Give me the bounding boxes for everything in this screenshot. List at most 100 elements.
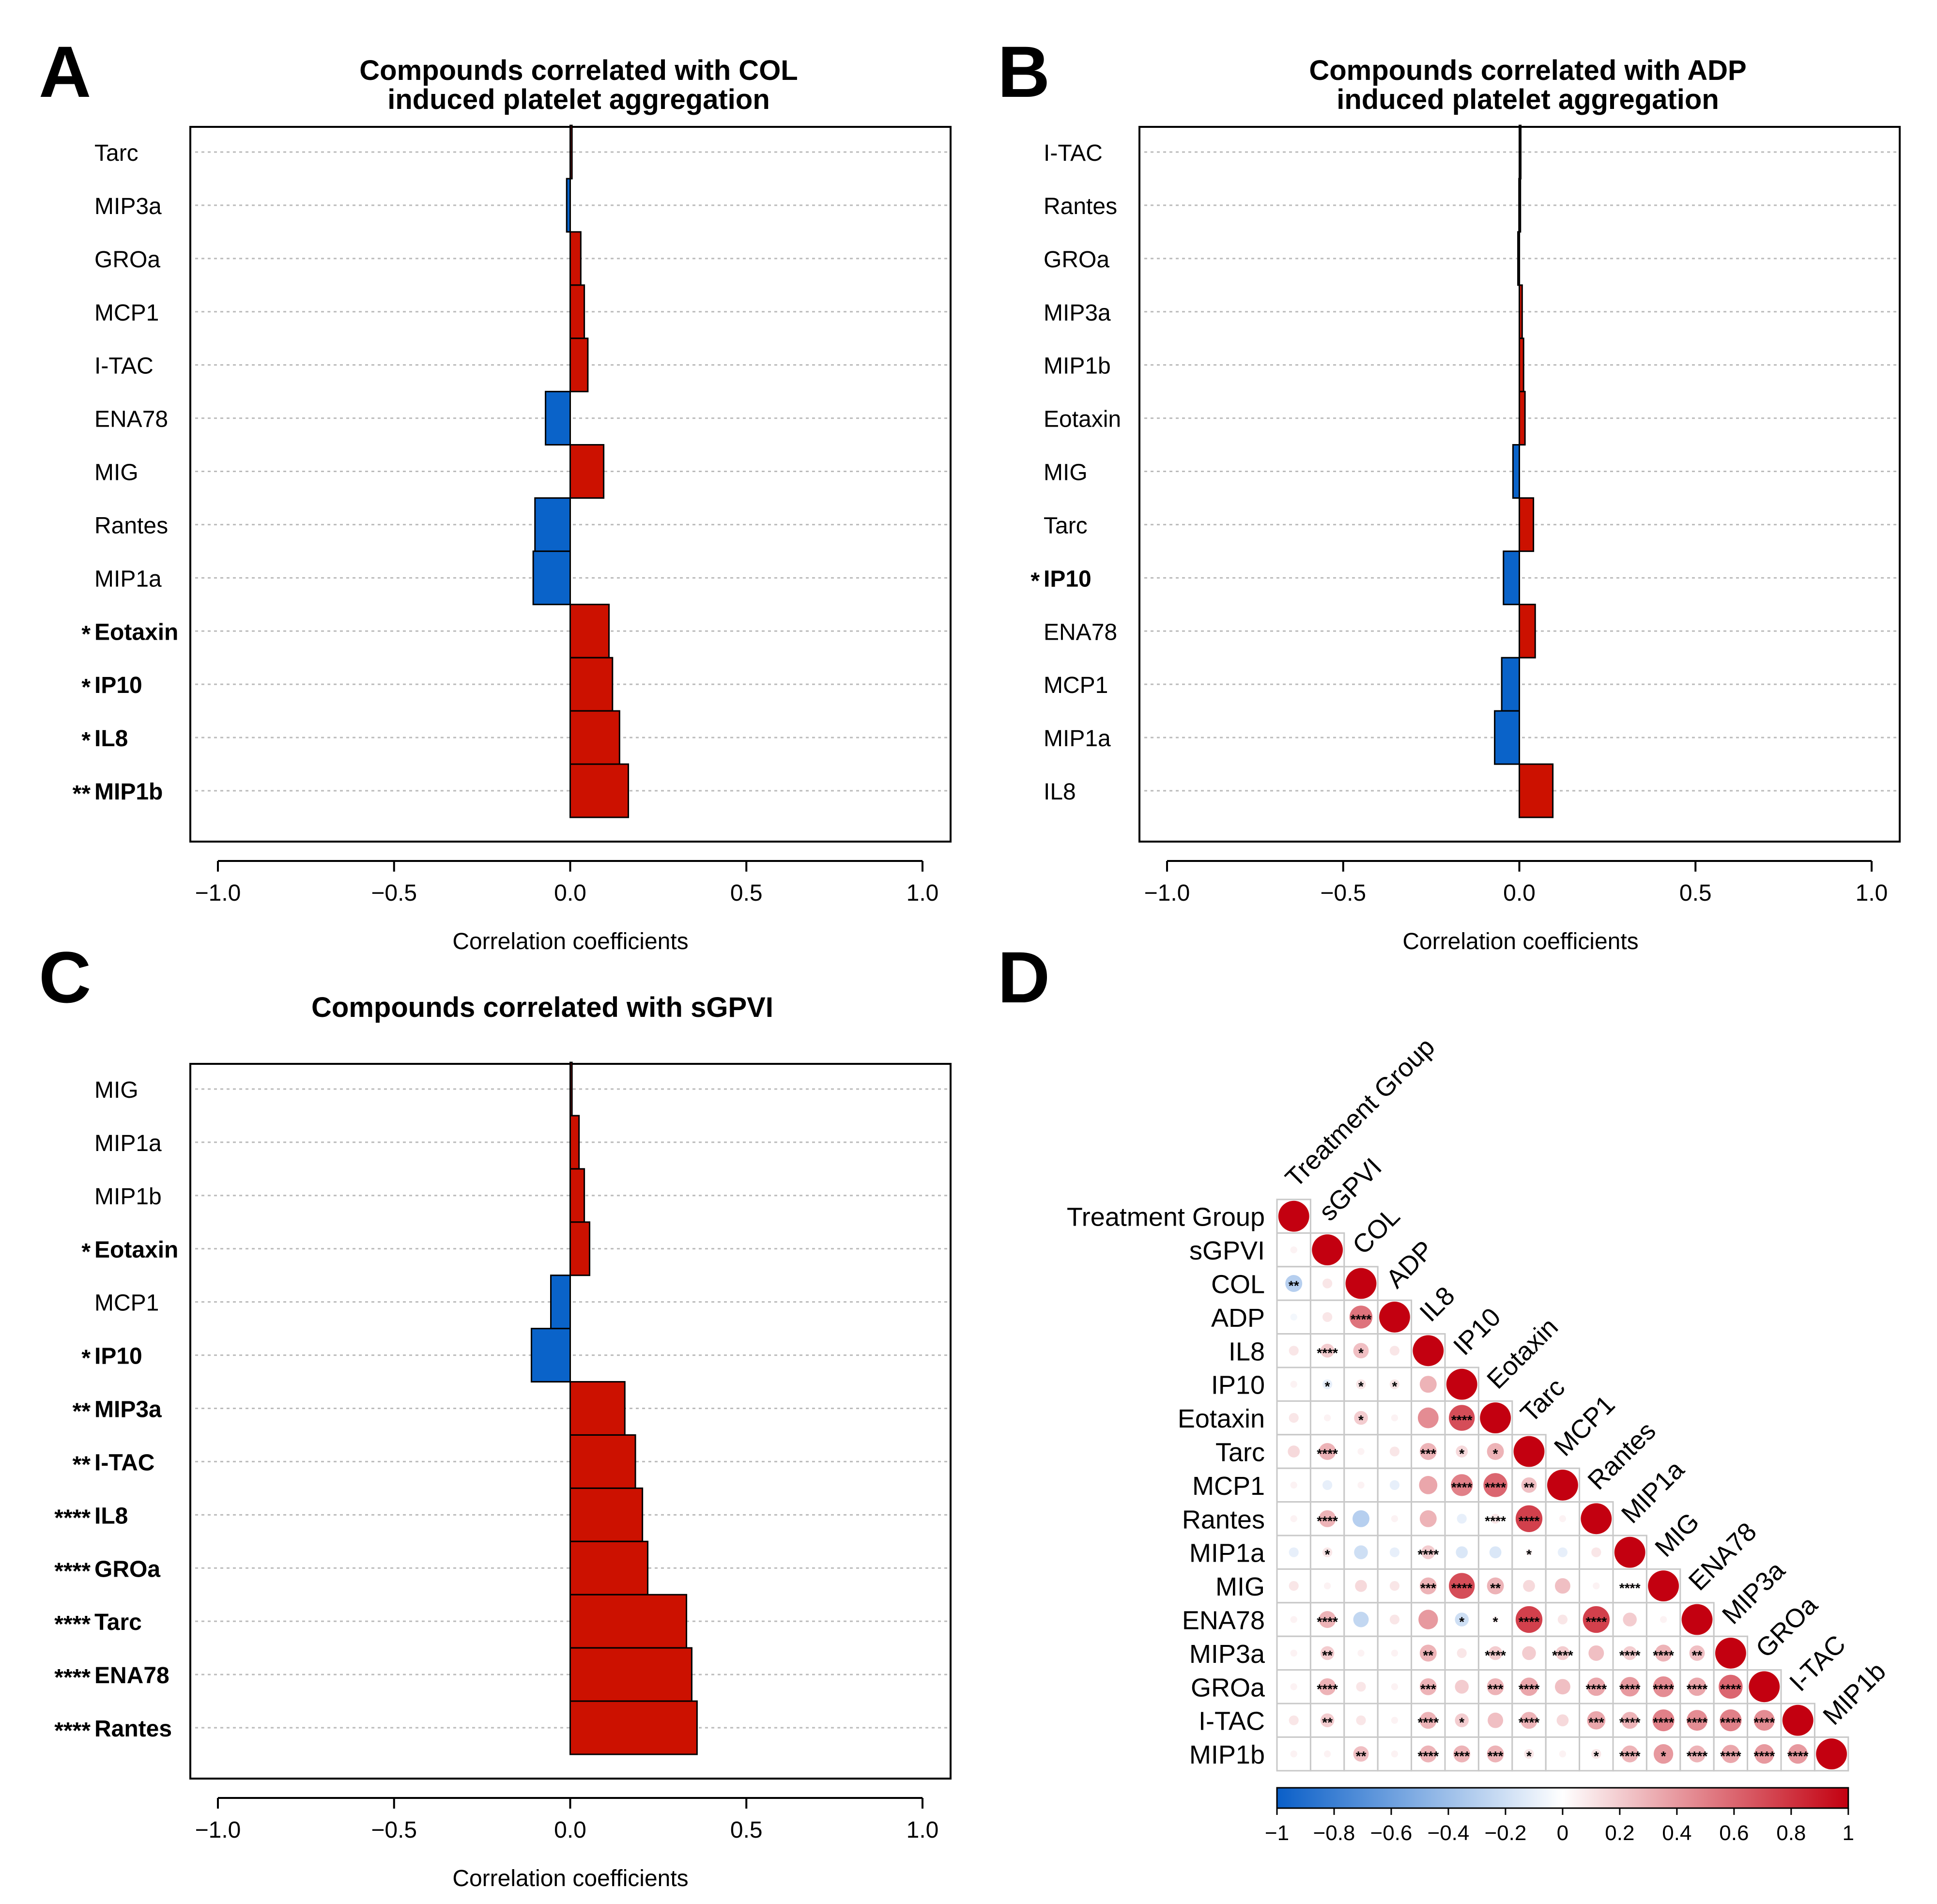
- panel-letter-d: D: [998, 937, 1050, 1018]
- matrix-significance: *: [1392, 1379, 1397, 1394]
- matrix-circle: [1289, 1581, 1299, 1591]
- matrix-circle: [1623, 1646, 1637, 1660]
- matrix-circle: [1614, 1536, 1645, 1568]
- panel-b-bar-mip3a: [1519, 284, 1523, 339]
- panel-c-bar-ip10: [530, 1328, 571, 1383]
- matrix-circle: [1557, 1547, 1568, 1557]
- matrix-circle: [1290, 1313, 1297, 1321]
- panel-a-bar-mip1b: [569, 763, 630, 818]
- panel-c-xlabel: Correlation coefficients: [452, 1866, 688, 1891]
- matrix-circle: [1288, 1445, 1300, 1458]
- matrix-significance: ****: [1519, 1513, 1540, 1528]
- matrix-column-label: MIG: [1649, 1507, 1705, 1563]
- colorbar-tick-label: 1: [1843, 1821, 1854, 1845]
- matrix-circle: [1356, 1379, 1366, 1389]
- matrix-circle: [1653, 1676, 1674, 1697]
- panel-b-category-label: Tarc: [1044, 513, 1088, 538]
- matrix-significance: ****: [1619, 1581, 1641, 1596]
- matrix-circle: [1521, 1477, 1537, 1493]
- matrix-circle: [1421, 1545, 1435, 1559]
- matrix-circle: [1480, 1402, 1511, 1434]
- panel-b-bar-ena78: [1519, 603, 1536, 659]
- panel-a-bar-mip1a: [532, 550, 571, 605]
- panel-a-category-label: MCP1: [94, 300, 159, 326]
- matrix-circle: [1593, 1582, 1600, 1590]
- panel-b-significance-label: *: [1030, 568, 1040, 594]
- matrix-significance: *: [1459, 1446, 1464, 1461]
- panel-c-category-label: MIP1a: [94, 1131, 162, 1156]
- matrix-circle: [1290, 1750, 1297, 1758]
- panel-c-category-label: MCP1: [94, 1290, 159, 1316]
- panel-b-category-label: ENA78: [1044, 619, 1117, 645]
- matrix-circle: [1419, 1510, 1437, 1527]
- panel-b-bar-rantes: [1518, 178, 1522, 233]
- matrix-circle: [1559, 1515, 1567, 1522]
- panel-a-category-label: MIG: [94, 460, 138, 486]
- matrix-circle: [1413, 1335, 1444, 1367]
- matrix-circle: [1419, 1577, 1437, 1595]
- panel-b-bar-chart: I-TAC Rantes GROa MIP3a MIP1b Eotaxin MIG Tarc I…: [1030, 124, 1901, 906]
- matrix-circle: [1688, 1677, 1706, 1696]
- matrix-circle: [1483, 1473, 1507, 1497]
- matrix-circle: [1491, 1616, 1499, 1623]
- panel-c-bar-mip1b: [569, 1168, 585, 1223]
- panel-b-category-label: I-TAC: [1044, 140, 1103, 166]
- matrix-circle: [1816, 1738, 1847, 1770]
- matrix-circle: [1290, 1649, 1297, 1657]
- panel-b-bar-ip10: [1503, 550, 1520, 605]
- matrix-row-label: COL: [1211, 1270, 1265, 1299]
- matrix-circle: [1391, 1683, 1399, 1690]
- panel-a-bar-i-tac: [569, 338, 589, 393]
- matrix-circle: [1487, 1745, 1504, 1763]
- matrix-circle: [1353, 1746, 1369, 1762]
- panel-a-bar-ena78: [545, 391, 571, 446]
- matrix-circle: [1547, 1469, 1578, 1501]
- matrix-circle: [1353, 1510, 1369, 1527]
- matrix-circle: [1355, 1580, 1367, 1592]
- matrix-circle: [1391, 1414, 1399, 1422]
- matrix-significance: ****: [1317, 1446, 1338, 1461]
- matrix-circle: [1623, 1612, 1637, 1627]
- matrix-circle: [1389, 1581, 1399, 1591]
- matrix-significance: ****: [1317, 1513, 1338, 1528]
- matrix-circle: [1320, 1713, 1335, 1727]
- matrix-circle: [1559, 1750, 1567, 1758]
- panel-c-category-label: IL8: [94, 1503, 128, 1529]
- matrix-significance: ***: [1588, 1715, 1604, 1730]
- colorbar-tick-label: 0.8: [1776, 1821, 1806, 1845]
- matrix-row-label: ENA78: [1182, 1606, 1265, 1635]
- panel-c-category-label: Rantes: [94, 1716, 172, 1742]
- matrix-significance: ****: [1485, 1648, 1506, 1663]
- panel-a-category-label: Rantes: [94, 513, 168, 538]
- panel-c-significance-label: *: [81, 1239, 91, 1265]
- panel-a-category-label: I-TAC: [94, 353, 154, 379]
- panel-b-x-tick-label: 0.5: [1679, 880, 1712, 906]
- matrix-row-label: MCP1: [1192, 1472, 1265, 1501]
- matrix-circle: [1448, 1573, 1475, 1599]
- panel-a-bar-mcp1: [569, 284, 585, 339]
- matrix-circle: [1515, 1505, 1543, 1532]
- matrix-circle: [1319, 1510, 1336, 1527]
- matrix-circle: [1419, 1476, 1438, 1494]
- matrix-circle: [1487, 1577, 1504, 1595]
- matrix-row-label: Eotaxin: [1178, 1404, 1265, 1433]
- matrix-significance: *: [1358, 1379, 1364, 1394]
- matrix-circle: [1419, 1678, 1437, 1695]
- panel-c-significance-label: ****: [54, 1665, 91, 1690]
- matrix-circle: [1379, 1301, 1410, 1333]
- matrix-circle: [1289, 1547, 1299, 1557]
- matrix-circle: [1491, 1514, 1501, 1524]
- matrix-circle: [1681, 1604, 1713, 1635]
- matrix-row-label: ADP: [1211, 1304, 1265, 1333]
- panel-c-category-label: Eotaxin: [94, 1237, 178, 1263]
- matrix-circle: [1591, 1749, 1601, 1759]
- panel-a-bar-eotaxin: [569, 603, 610, 659]
- panel-b-bar-il8: [1519, 763, 1554, 818]
- matrix-circle: [1290, 1481, 1297, 1489]
- matrix-circle: [1389, 1446, 1399, 1457]
- matrix-circle: [1523, 1580, 1535, 1592]
- matrix-significance: ****: [1485, 1480, 1506, 1495]
- matrix-circle: [1626, 1582, 1633, 1590]
- matrix-circle: [1285, 1275, 1303, 1292]
- matrix-circle: [1652, 1709, 1675, 1732]
